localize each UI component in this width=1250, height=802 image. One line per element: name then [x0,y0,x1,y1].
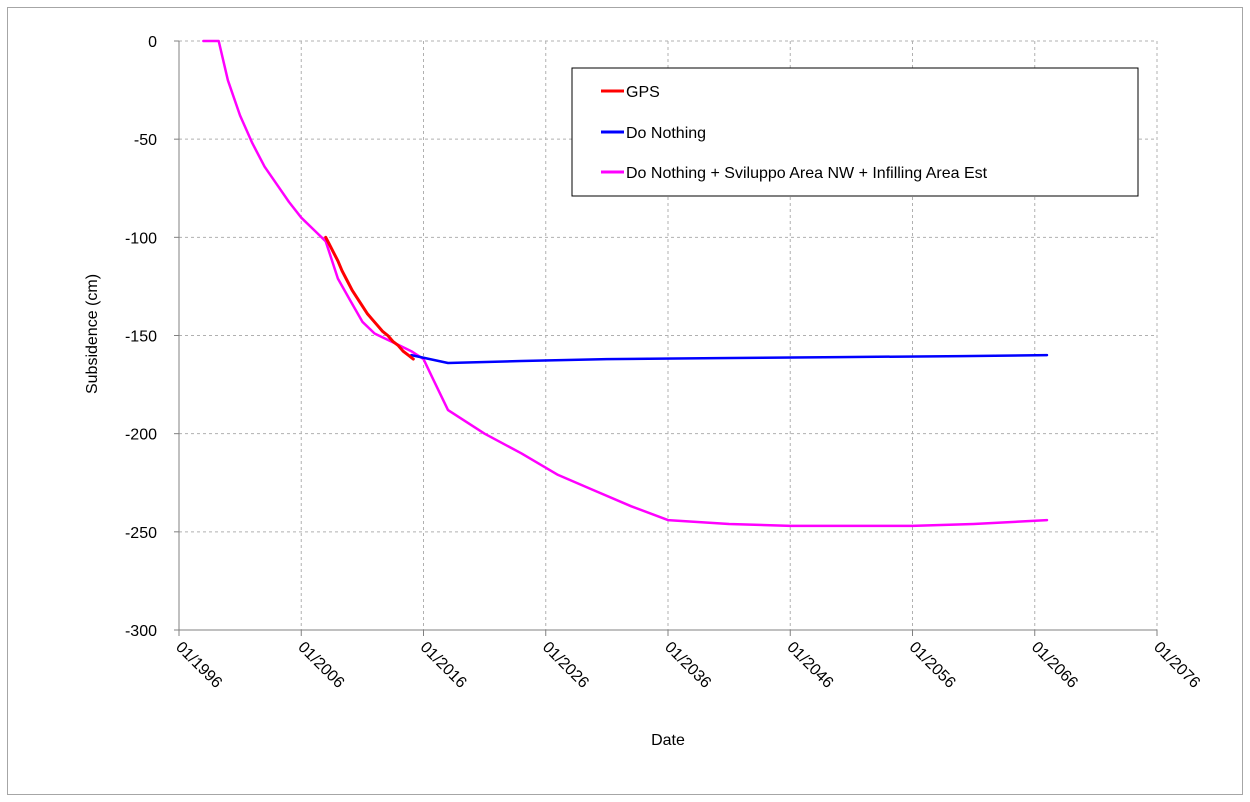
x-tick-label: 01/1996 [172,639,225,692]
y-tick-label: 0 [148,34,157,51]
x-tick-label: 01/2036 [661,639,714,692]
x-tick-label: 01/2076 [1150,639,1203,692]
y-tick-label: -100 [125,230,157,247]
legend: GPS Do Nothing Do Nothing + Sviluppo Area … [571,67,1139,197]
x-tick-label: 01/2046 [783,639,836,692]
x-tick-label: 01/2056 [906,639,959,692]
x-tick-label: 01/2026 [539,639,592,692]
y-tick-label: -150 [125,329,157,346]
x-tick-label: 01/2016 [417,639,470,692]
x-axis-title: Date [651,732,685,749]
x-tick-label: 01/2066 [1028,639,1081,692]
series-lines [202,39,1049,528]
series-line-do-nothing [410,353,1049,365]
legend-label-do-nothing: Do Nothing [626,125,706,142]
legend-label-do-nothing-sviluppo-area-nw-infilling-area-est: Do Nothing + Sviluppo Area NW + Infillin… [626,165,988,182]
y-tick-label: -300 [125,623,157,640]
y-tick-label: -200 [125,427,157,444]
y-tick-label: -250 [125,525,157,542]
y-axis-title: Subsidence (cm) [84,274,101,394]
series-line-gps [324,235,415,361]
legend-box [571,67,1139,197]
x-tick-label: 01/2006 [294,639,347,692]
y-tick-label: -50 [134,132,157,149]
legend-label-gps: GPS [626,84,660,101]
